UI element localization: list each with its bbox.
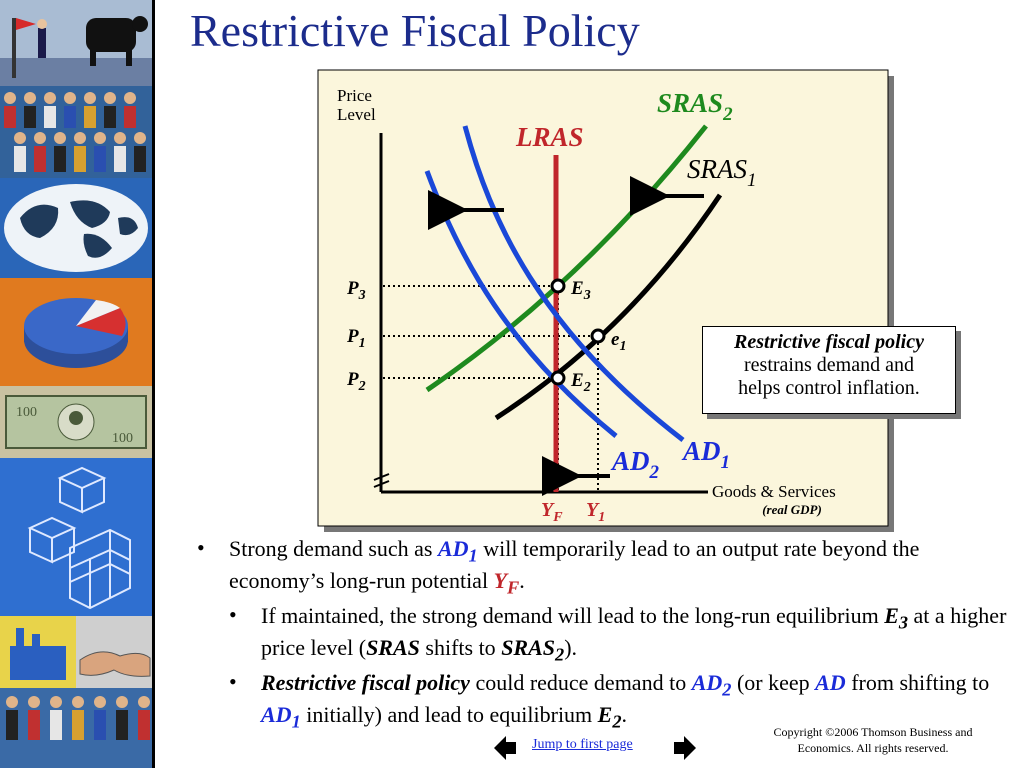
bullet-1-text-b: will temporarily lead to an output rate …: [229, 536, 920, 594]
p3-label: P3: [346, 278, 366, 303]
callout-line-2: restrains demand and: [744, 354, 914, 376]
page-title: Restrictive Fiscal Policy: [190, 5, 640, 56]
bullet-2-e3: E3: [884, 602, 909, 633]
ad1-label: AD1: [681, 436, 730, 473]
bullet-3-ad: AD: [815, 669, 846, 695]
globe-illustration: [0, 178, 152, 278]
e3-label: E3: [570, 278, 591, 303]
y-axis-label-price: Price: [337, 86, 372, 105]
crowd-illustration: [0, 86, 152, 178]
copyright-line-2: Economics. All rights reserved.: [797, 741, 949, 755]
bullet-2-text-c: shifts to: [419, 635, 502, 661]
sras2-label: SRAS2: [657, 88, 733, 125]
p2-label: P2: [346, 369, 366, 394]
jump-to-first-page-link[interactable]: Jump to first page: [532, 737, 633, 752]
ad1-curve: [462, 125, 685, 442]
bullet-item-3: • Restrictive fiscal policy could reduce…: [195, 668, 1015, 735]
previous-arrow-icon[interactable]: [494, 736, 518, 760]
copyright-line-1: Copyright ©2006 Thomson Business and: [773, 725, 973, 739]
bullet-2-text-d: ).: [564, 635, 578, 661]
yf-label: YF: [541, 499, 563, 525]
sras1-label: SRAS1: [687, 154, 757, 191]
callout-heading: Restrictive fiscal policy: [734, 331, 924, 353]
flag-and-bull-illustration: [0, 0, 152, 86]
bullet-3-text-c: from shifting to: [845, 669, 990, 695]
bullet-marker: •: [229, 601, 237, 627]
policy-callout-box: Restrictive fiscal policy restrains dema…: [702, 326, 956, 414]
bullet-2-sras: SRAS: [366, 635, 420, 661]
bullet-item-1: • Strong demand such as AD1 will tempora…: [195, 535, 1015, 601]
next-arrow-icon[interactable]: [672, 736, 696, 760]
bullet-2-sras2: SRAS2: [501, 635, 565, 665]
point-e2: [550, 370, 566, 386]
decorative-sidebar: 100 100: [0, 0, 155, 768]
callout-line-3: helps control inflation.: [738, 377, 920, 399]
bullet-2-text-a: If maintained, the strong demand will le…: [261, 602, 885, 628]
bullet-3-text-a: could reduce demand to: [469, 669, 692, 695]
copyright-notice: Copyright ©2006 Thomson Business and Eco…: [748, 724, 998, 756]
bullet-1-ad: AD1: [437, 536, 478, 566]
lras-label: LRAS: [515, 122, 584, 152]
bullet-3-ad2: AD2: [691, 669, 732, 699]
bullet-3-text-e: .: [621, 701, 628, 727]
e1-label: e1: [611, 329, 626, 354]
bullet-3-e2: E2: [597, 701, 622, 732]
bullet-1-text-a: Strong demand such as: [229, 536, 438, 561]
svg-text:100: 100: [112, 431, 133, 446]
bullet-3-lead: Restrictive fiscal policy: [261, 669, 470, 695]
y-axis-label-level: Level: [337, 105, 376, 124]
axis-break-mark: [373, 473, 390, 488]
bullet-1-yf: YF: [493, 568, 520, 598]
x-axis-label: Goods & Services: [712, 482, 836, 501]
point-e1: [590, 328, 606, 344]
factory-handshake-illustration: [0, 616, 152, 688]
bullet-3-text-b: (or keep: [731, 669, 816, 695]
bullet-2-text-b: at a higher price level (: [261, 602, 1007, 661]
point-e3: [550, 278, 566, 294]
bullet-3-ad1: AD1: [261, 701, 301, 732]
bullet-marker: •: [229, 668, 237, 694]
money-illustration: 100 100: [0, 386, 152, 458]
cubes-illustration: [0, 458, 152, 616]
bullet-list: • Strong demand such as AD1 will tempora…: [195, 535, 1015, 736]
crowd-illustration-bottom: [0, 688, 152, 768]
ad2-label: AD2: [610, 446, 660, 483]
pie-chart-illustration: [0, 278, 152, 386]
diagram-panel: [317, 69, 889, 527]
bullet-3-text-d: initially) and lead to equilibrium: [300, 701, 598, 727]
e2-label: E2: [570, 370, 591, 395]
bullet-item-2: • If maintained, the strong demand will …: [195, 601, 1015, 668]
svg-text:100: 100: [16, 405, 37, 420]
y1-label: Y1: [586, 499, 605, 525]
bullet-1-text-c: .: [519, 568, 525, 594]
p1-label: P1: [346, 326, 366, 351]
bullet-marker: •: [197, 535, 205, 560]
sras1-curve: [494, 193, 723, 421]
x-axis-sublabel: (real GDP): [762, 502, 822, 517]
